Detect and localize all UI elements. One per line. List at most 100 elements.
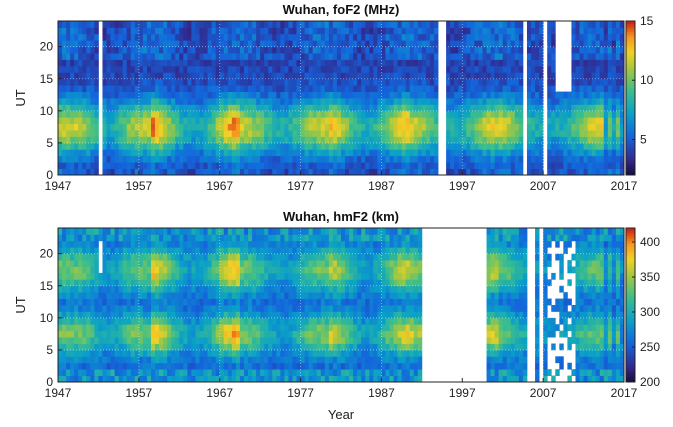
heatmap-cell xyxy=(595,136,601,144)
heatmap-cell xyxy=(563,168,568,176)
heatmap-cell xyxy=(308,317,314,325)
heatmap-cell xyxy=(130,27,136,35)
heatmap-cell xyxy=(535,98,540,105)
heatmap-cell xyxy=(603,46,609,54)
heatmap-cell xyxy=(547,21,552,28)
heatmap-cell xyxy=(183,253,188,261)
heatmap-cell xyxy=(219,98,225,105)
heatmap-cell xyxy=(211,317,217,325)
heatmap-cell xyxy=(421,149,427,157)
heatmap-cell xyxy=(462,98,467,105)
heatmap-cell xyxy=(599,117,605,125)
heatmap-cell xyxy=(357,142,362,150)
heatmap-cell xyxy=(163,168,168,176)
heatmap-cell xyxy=(397,136,403,144)
heatmap-cell xyxy=(187,123,192,131)
heatmap-cell xyxy=(579,104,584,112)
heatmap-cell xyxy=(571,123,576,131)
heatmap-cell xyxy=(268,142,273,150)
heatmap-cell xyxy=(207,27,213,35)
heatmap-cell xyxy=(219,234,225,242)
heatmap-cell xyxy=(146,349,152,357)
heatmap-cell xyxy=(102,240,107,248)
heatmap-cell xyxy=(150,98,156,105)
heatmap-cell xyxy=(535,149,540,157)
heatmap-cell xyxy=(498,123,504,131)
heatmap-cell xyxy=(66,369,71,376)
heatmap-cell xyxy=(231,162,237,169)
heatmap-cell xyxy=(215,240,221,248)
heatmap-cell xyxy=(118,343,124,351)
heatmap-cell xyxy=(421,72,427,80)
heatmap-cell xyxy=(211,266,217,274)
heatmap-cell xyxy=(260,369,265,376)
heatmap-cell xyxy=(397,149,403,157)
heatmap-cell xyxy=(90,149,95,157)
heatmap-cell xyxy=(252,123,257,131)
heatmap-cell xyxy=(122,324,128,332)
heatmap-cell xyxy=(381,168,386,176)
heatmap-cell xyxy=(203,155,208,163)
colorbar-swatch xyxy=(626,110,635,114)
heatmap-cell xyxy=(118,149,124,157)
heatmap-cell xyxy=(369,65,374,73)
heatmap-cell xyxy=(110,253,115,261)
heatmap-cell xyxy=(191,104,196,112)
heatmap-cell xyxy=(223,72,229,80)
heatmap-cell xyxy=(264,123,269,131)
heatmap-cell xyxy=(316,104,322,112)
heatmap-cell xyxy=(171,27,176,35)
heatmap-cell xyxy=(243,40,249,48)
heatmap-cell xyxy=(559,142,564,150)
heatmap-cell xyxy=(320,253,326,261)
heatmap-cell xyxy=(272,98,277,105)
heatmap-cell xyxy=(349,136,354,144)
heatmap-cell xyxy=(429,46,435,54)
heatmap-cell xyxy=(106,369,111,376)
heatmap-cell xyxy=(223,369,229,376)
heatmap-cell xyxy=(62,155,67,163)
heatmap-cell xyxy=(603,59,609,67)
heatmap-cell xyxy=(308,356,314,364)
heatmap-cell xyxy=(219,117,225,125)
heatmap-cell xyxy=(328,168,334,176)
heatmap-cell xyxy=(207,78,213,86)
heatmap-cell xyxy=(405,136,411,144)
heatmap-cell xyxy=(159,240,164,248)
heatmap-cell xyxy=(199,27,204,35)
heatmap-cell xyxy=(268,59,273,67)
heatmap-cell xyxy=(239,91,245,99)
heatmap-cell xyxy=(219,285,225,293)
heatmap-cell xyxy=(458,130,463,137)
heatmap-cell xyxy=(175,234,180,242)
heatmap-cell xyxy=(66,228,71,235)
heatmap-cell xyxy=(175,123,180,131)
heatmap-cell xyxy=(393,162,398,169)
heatmap-cell xyxy=(599,72,605,80)
heatmap-cell xyxy=(393,27,398,35)
heatmap-cell xyxy=(74,240,79,248)
heatmap-cell xyxy=(106,27,111,35)
heatmap-cell xyxy=(304,228,310,235)
heatmap-cell xyxy=(316,117,322,125)
heatmap-cell xyxy=(260,362,265,370)
heatmap-cell xyxy=(276,330,281,338)
heatmap-cell xyxy=(66,240,71,248)
heatmap-cell xyxy=(280,324,285,332)
heatmap-cell xyxy=(219,247,225,255)
heatmap-cell xyxy=(316,285,322,293)
heatmap-cell xyxy=(239,33,245,41)
heatmap-cell xyxy=(470,91,475,99)
heatmap-cell xyxy=(118,110,124,118)
heatmap-cell xyxy=(264,349,269,357)
heatmap-cell xyxy=(551,78,556,86)
heatmap-cell xyxy=(231,33,237,41)
heatmap-cell xyxy=(118,53,124,60)
heatmap-cell xyxy=(82,53,87,60)
heatmap-cell xyxy=(292,234,297,242)
heatmap-cell xyxy=(146,234,152,242)
heatmap-cell xyxy=(324,234,330,242)
heatmap-cell xyxy=(223,130,229,137)
heatmap-cell xyxy=(421,98,427,105)
heatmap-cell xyxy=(98,234,103,242)
